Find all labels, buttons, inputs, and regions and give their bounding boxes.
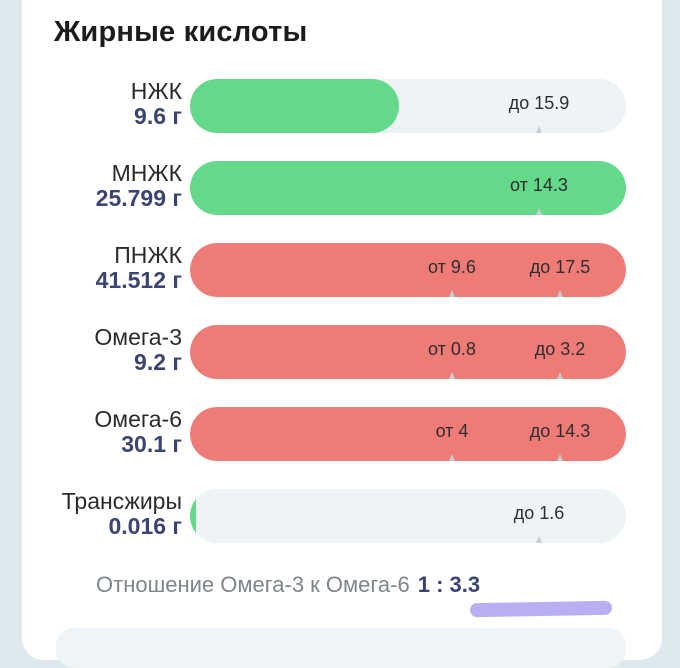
progress-fill — [190, 79, 399, 133]
nutrient-label: ПНЖК 41.512 г — [96, 243, 182, 293]
progress-fill — [190, 407, 626, 461]
norm-max-tick — [557, 372, 563, 379]
nutrient-label: Омега-3 9.2 г — [94, 325, 182, 375]
nutrient-amount: 9.2 г — [134, 349, 182, 375]
norm-max-tick — [536, 126, 542, 133]
next-section-card[interactable] — [56, 628, 626, 668]
norm-min-tick — [449, 290, 455, 297]
nutrient-row-omega3[interactable]: Омега-3 9.2 г от 0.8 до 3.2 — [0, 325, 680, 379]
omega-ratio-value: 1 : 3.3 — [417, 572, 481, 597]
progress-fill — [190, 161, 626, 215]
nutrient-name: ПНЖК — [114, 242, 182, 268]
progress-bar: от 0.8 до 3.2 — [190, 325, 626, 379]
norm-min-tick — [536, 208, 542, 215]
norm-max-marker: до 14.3 — [529, 421, 591, 441]
nutrient-amount: 41.512 г — [95, 267, 182, 293]
nutrient-amount: 9.6 г — [134, 103, 182, 129]
nutrient-name: Трансжиры — [61, 488, 182, 514]
nutrient-name: Омега-6 — [94, 406, 182, 432]
norm-max-marker: до 17.5 — [529, 257, 591, 277]
progress-bar: до 15.9 — [190, 79, 626, 133]
nutrient-label: НЖК 9.6 г — [131, 79, 182, 129]
norm-min-tick — [449, 372, 455, 379]
nutrient-label: МНЖК 25.799 г — [96, 161, 182, 211]
nutrient-amount: 0.016 г — [108, 513, 182, 539]
norm-max-tick — [536, 536, 542, 543]
omega-ratio: Отношение Омега-3 к Омега-6 1 : 3.3 — [96, 572, 480, 598]
nutrient-row-sfa[interactable]: НЖК 9.6 г до 15.9 — [0, 79, 680, 133]
norm-max-marker: до 15.9 — [508, 93, 570, 113]
nutrient-row-trans-fat[interactable]: Трансжиры 0.016 г до 1.6 — [0, 489, 680, 543]
norm-min-marker: от 14.3 — [510, 175, 568, 195]
progress-bar: до 1.6 — [190, 489, 626, 543]
nutrient-amount: 30.1 г — [121, 431, 182, 457]
norm-min-marker: от 9.6 — [428, 257, 476, 277]
progress-bar: от 14.3 — [190, 161, 626, 215]
nutrient-row-mufa[interactable]: МНЖК 25.799 г от 14.3 — [0, 161, 680, 215]
nutrient-label: Трансжиры 0.016 г — [62, 489, 182, 539]
nutrient-row-omega6[interactable]: Омега-6 30.1 г от 4 до 14.3 — [0, 407, 680, 461]
norm-min-marker: от 0.8 — [428, 339, 476, 359]
section-title: Жирные кислоты — [54, 16, 308, 48]
progress-fill — [190, 243, 626, 297]
marker-highlight — [469, 600, 613, 618]
norm-max-marker: до 3.2 — [534, 339, 586, 359]
norm-max-marker: до 1.6 — [513, 503, 565, 523]
norm-min-tick — [449, 454, 455, 461]
omega-ratio-label: Отношение Омега-3 к Омега-6 — [96, 572, 410, 597]
progress-bar: от 9.6 до 17.5 — [190, 243, 626, 297]
progress-bar: от 4 до 14.3 — [190, 407, 626, 461]
nutrient-name: НЖК — [130, 78, 182, 104]
progress-fill — [190, 489, 196, 543]
norm-max-tick — [557, 290, 563, 297]
nutrient-amount: 25.799 г — [95, 185, 182, 211]
nutrient-row-pufa[interactable]: ПНЖК 41.512 г от 9.6 до 17.5 — [0, 243, 680, 297]
nutrient-label: Омега-6 30.1 г — [94, 407, 182, 457]
nutrient-name: МНЖК — [111, 160, 182, 186]
nutrient-name: Омега-3 — [94, 324, 182, 350]
norm-min-marker: от 4 — [435, 421, 469, 441]
progress-fill — [190, 325, 626, 379]
norm-max-tick — [557, 454, 563, 461]
